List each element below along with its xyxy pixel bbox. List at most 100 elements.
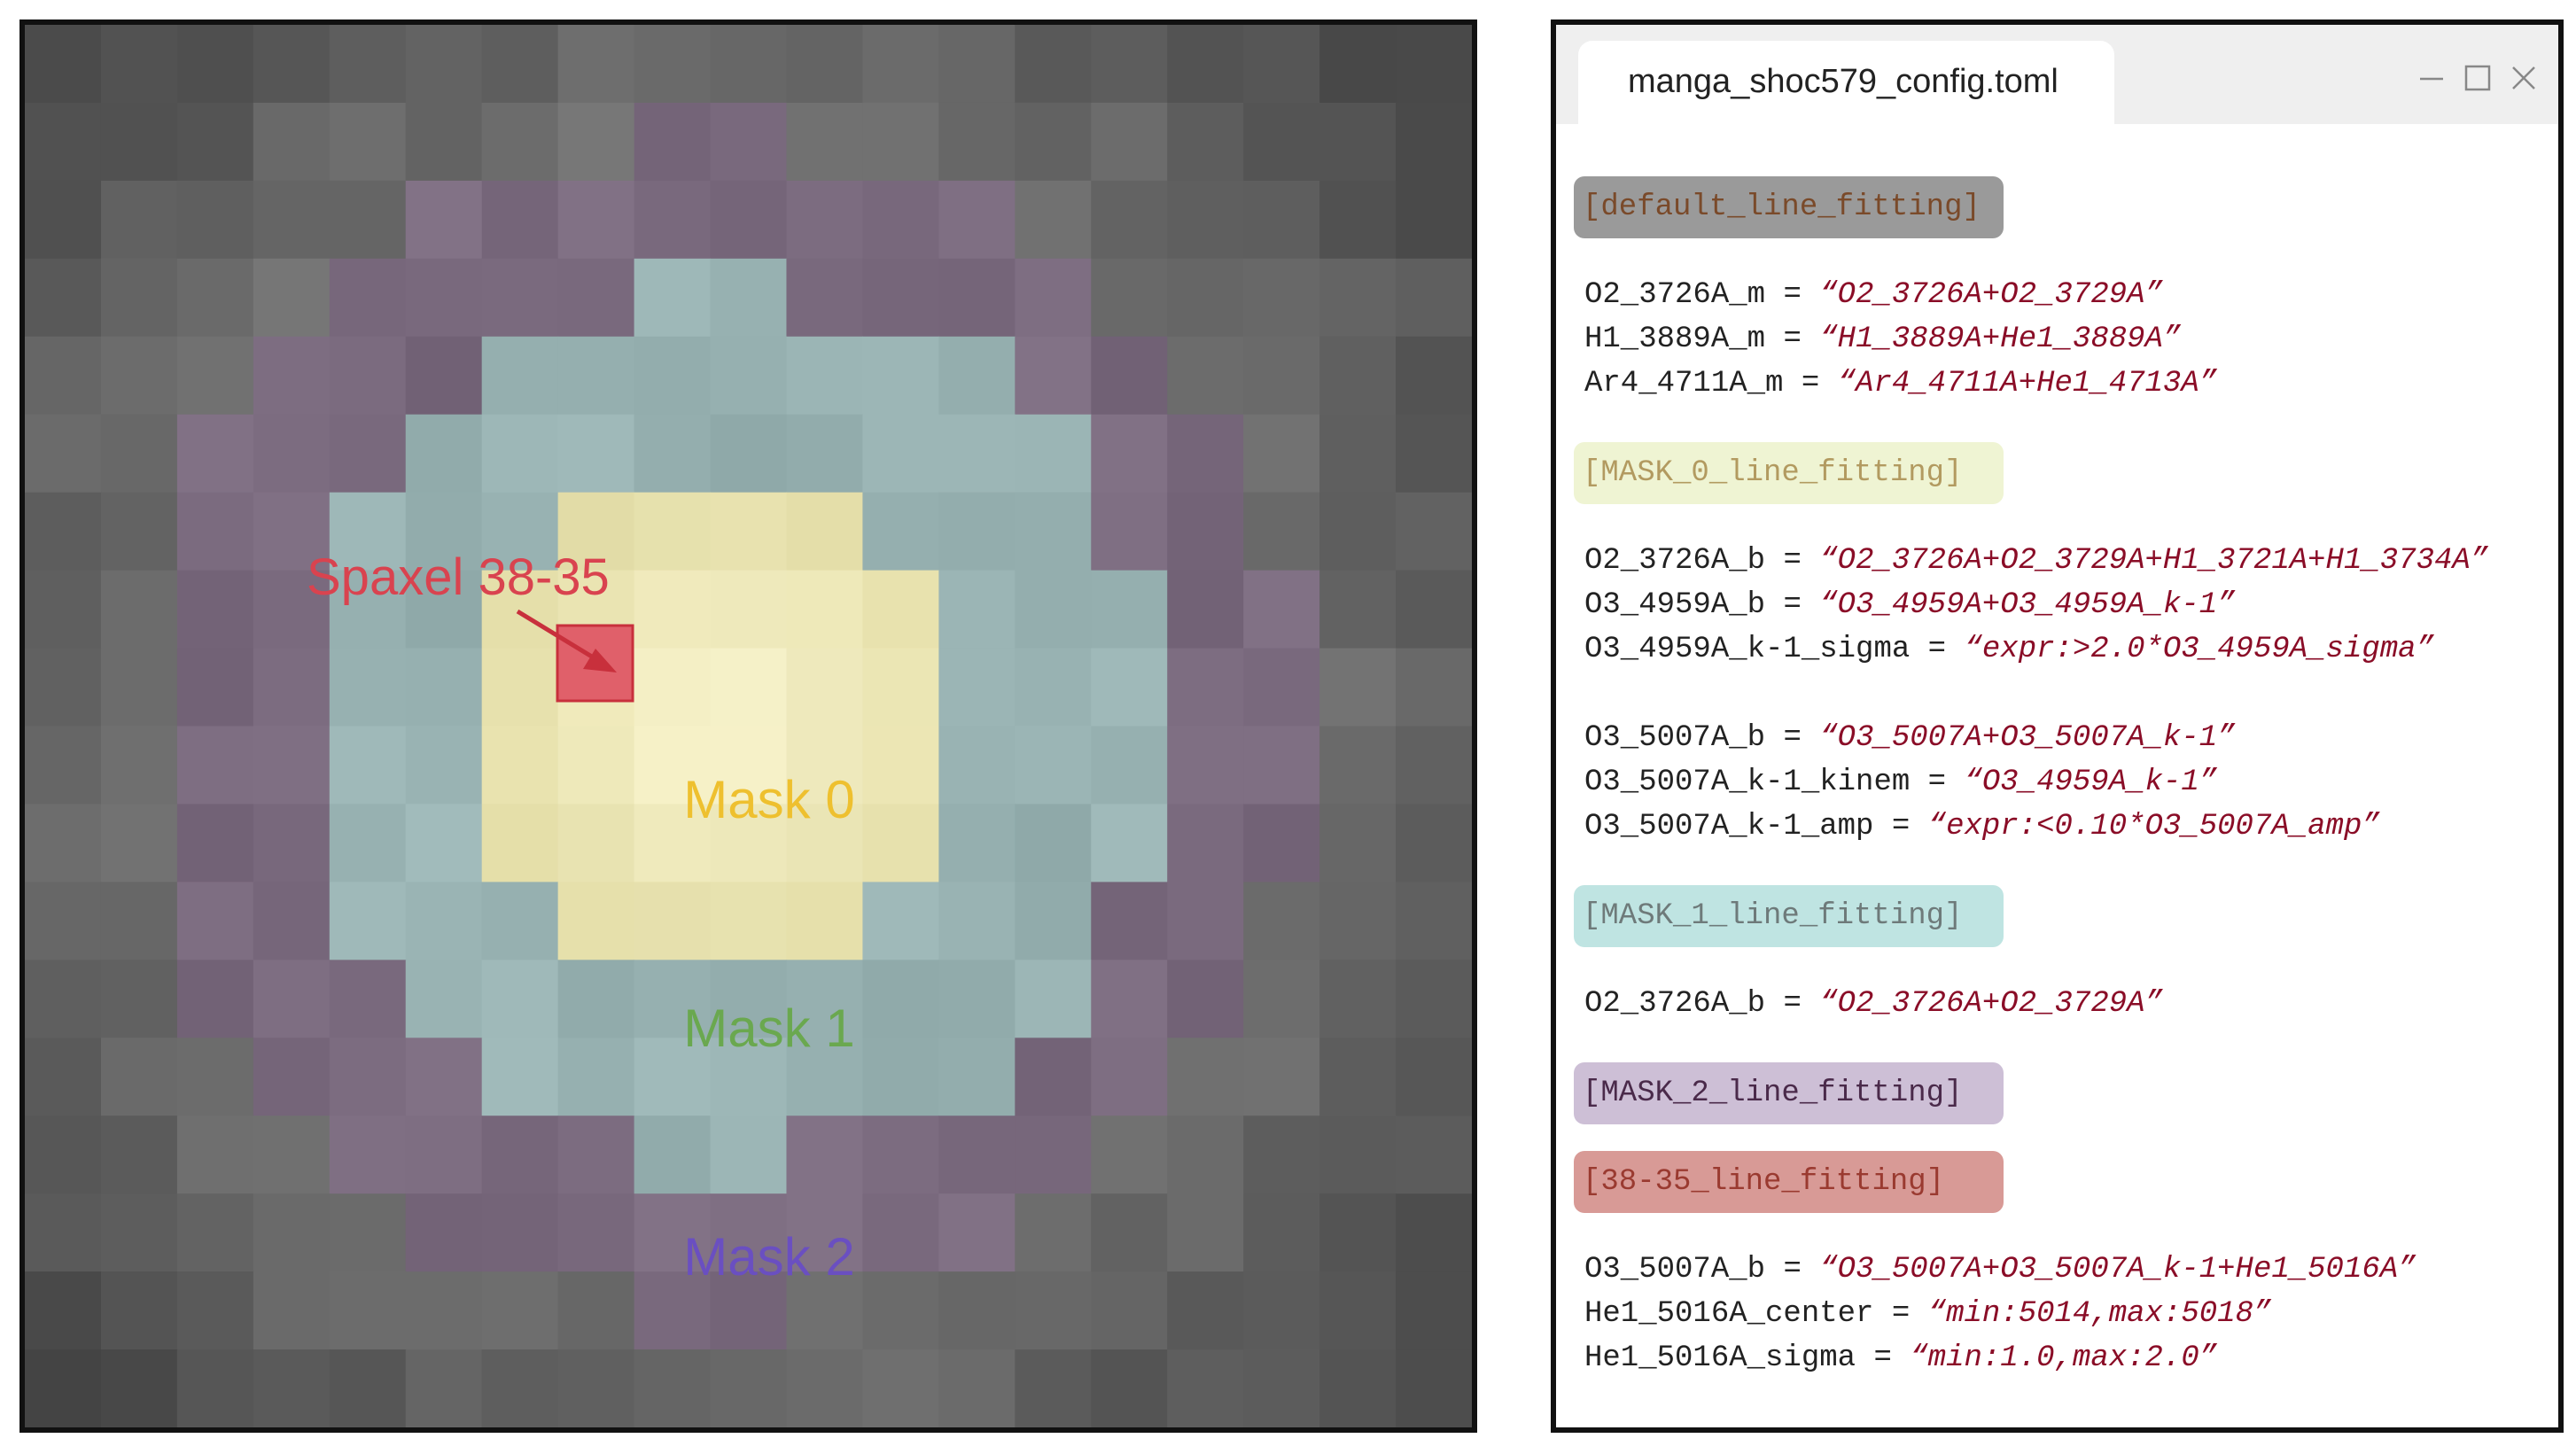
minimize-icon[interactable] — [2415, 61, 2448, 95]
mask0-pixel — [557, 804, 635, 882]
background-pixel — [1015, 25, 1092, 104]
background-pixel — [100, 414, 178, 494]
section-header-mask-2: [MASK_2_line_fitting] — [1574, 1062, 2004, 1124]
background-pixel — [25, 414, 102, 494]
mask1-pixel — [1015, 804, 1092, 882]
mask1-pixel — [634, 1116, 712, 1194]
mask0-pixel — [786, 882, 864, 960]
mask2-pixel — [405, 258, 483, 338]
background-pixel — [1396, 492, 1472, 571]
mask1-pixel — [634, 336, 712, 416]
mask2-pixel — [253, 882, 331, 960]
mask2-pixel — [1167, 726, 1244, 805]
background-pixel — [1396, 1349, 1472, 1427]
background-pixel — [786, 1349, 864, 1427]
background-pixel — [481, 1271, 559, 1350]
background-pixel — [1396, 1193, 1472, 1272]
mask1-pixel — [405, 882, 483, 960]
background-pixel — [329, 1349, 407, 1427]
background-pixel — [1319, 1116, 1397, 1194]
mask1-pixel — [557, 960, 635, 1038]
background-pixel — [1396, 960, 1472, 1038]
background-pixel — [100, 960, 178, 1038]
mask2-pixel — [1167, 804, 1244, 882]
mask2-pixel — [1091, 882, 1168, 960]
mask1-pixel — [862, 882, 939, 960]
mask2-pixel — [253, 804, 331, 882]
mask0-pixel — [481, 570, 559, 649]
background-pixel — [1396, 804, 1472, 882]
background-pixel — [1319, 960, 1397, 1038]
background-pixel — [1015, 1193, 1092, 1272]
background-pixel — [938, 1349, 1016, 1427]
background-pixel — [1091, 258, 1168, 338]
mask2-pixel — [1015, 1116, 1092, 1194]
spaxel-highlight[interactable] — [556, 624, 634, 703]
background-pixel — [100, 102, 178, 182]
background-pixel — [100, 492, 178, 571]
background-pixel — [25, 1271, 102, 1350]
background-pixel — [25, 336, 102, 416]
mask2-pixel — [634, 102, 712, 182]
mask1-pixel — [1015, 726, 1092, 805]
mask2-pixel — [481, 1116, 559, 1194]
mask0-pixel — [710, 492, 788, 571]
mask1-pixel — [405, 570, 483, 649]
mask0-pixel — [786, 804, 864, 882]
spaxel-arrow — [516, 609, 601, 664]
mask2-pixel — [253, 726, 331, 805]
mask1-pixel — [634, 960, 712, 1038]
mask2-pixel — [253, 570, 331, 649]
background-pixel — [710, 25, 788, 104]
background-pixel — [1319, 804, 1397, 882]
mask2-pixel — [786, 258, 864, 338]
background-pixel — [25, 648, 102, 727]
mask2-pixel — [1167, 570, 1244, 649]
background-pixel — [100, 570, 178, 649]
background-pixel — [100, 882, 178, 960]
mask0-pixel — [710, 648, 788, 727]
background-pixel — [253, 1193, 331, 1272]
background-pixel — [176, 102, 254, 182]
maximize-icon[interactable] — [2461, 61, 2494, 95]
background-pixel — [1243, 1038, 1320, 1116]
mask2-pixel — [329, 1038, 407, 1116]
background-pixel — [176, 336, 254, 416]
mask2-pixel — [253, 336, 331, 416]
mask1-pixel — [1015, 414, 1092, 494]
background-pixel — [25, 1193, 102, 1272]
mask1-pixel — [405, 804, 483, 882]
background-pixel — [1319, 1271, 1397, 1350]
background-pixel — [1396, 882, 1472, 960]
mask0-pixel — [634, 882, 712, 960]
background-pixel — [176, 25, 254, 104]
mask2-pixel — [786, 180, 864, 260]
background-pixel — [100, 258, 178, 338]
background-pixel — [1396, 1271, 1472, 1350]
background-pixel — [100, 25, 178, 104]
mask0-pixel — [862, 726, 939, 805]
mask0-pixel — [710, 882, 788, 960]
background-pixel — [25, 804, 102, 882]
file-tab[interactable]: manga_shoc579_config.toml — [1578, 41, 2114, 126]
background-pixel — [329, 1271, 407, 1350]
mask-pixel-grid — [25, 25, 1472, 1427]
background-pixel — [1396, 648, 1472, 727]
background-pixel — [176, 1038, 254, 1116]
background-pixel — [1243, 882, 1320, 960]
mask2-pixel — [1091, 960, 1168, 1038]
background-pixel — [25, 25, 102, 104]
mask1-pixel — [710, 1116, 788, 1194]
close-icon[interactable] — [2507, 61, 2541, 95]
mask2-pixel — [1015, 1038, 1092, 1116]
mask2-pixel — [1091, 336, 1168, 416]
background-pixel — [405, 1349, 483, 1427]
background-pixel — [1319, 570, 1397, 649]
background-pixel — [1396, 336, 1472, 416]
mask0-pixel — [634, 492, 712, 571]
mask1-pixel — [862, 1038, 939, 1116]
mask1-pixel — [557, 414, 635, 494]
mask2-pixel — [710, 102, 788, 182]
background-pixel — [100, 648, 178, 727]
mask2-pixel — [253, 492, 331, 571]
